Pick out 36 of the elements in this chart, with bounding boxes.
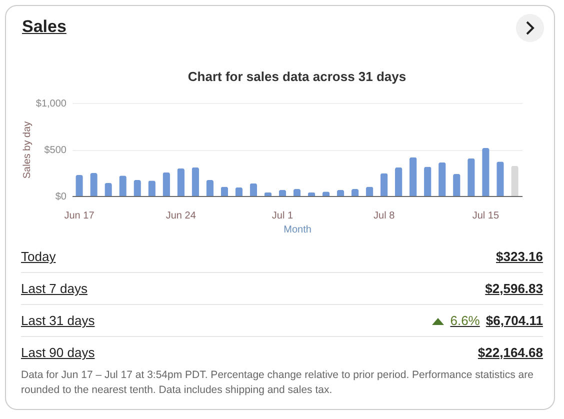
bar bbox=[410, 157, 417, 196]
text: Last 7 days bbox=[21, 281, 88, 296]
y-tick-label: $1,000 bbox=[36, 98, 67, 110]
text: Data for Jun 17 – Jul 17 at 3:54pm PDT. Percentage change relative to prior period. Performance statistics are rounded to the nearest tenth. Data includes shipping and sales tax. bbox=[21, 368, 534, 398]
bar bbox=[394, 167, 402, 196]
bar bbox=[192, 167, 200, 196]
x-tick-label: Jul 8 bbox=[374, 210, 396, 222]
y-axis-title: Sales by day bbox=[22, 121, 33, 179]
bar bbox=[250, 183, 258, 196]
x-tick-label: Jun 24 bbox=[166, 210, 196, 222]
bar bbox=[235, 187, 243, 196]
bar bbox=[293, 189, 301, 196]
text: $6,704.11 bbox=[486, 313, 543, 328]
text: 6.6% bbox=[450, 313, 480, 328]
text: Last 90 days bbox=[21, 345, 95, 360]
y-tick-label: $500 bbox=[44, 145, 67, 156]
text: Last 31 days bbox=[21, 313, 95, 328]
text: $323.16 bbox=[496, 249, 543, 264]
text: $2,596.83 bbox=[485, 281, 543, 296]
bar bbox=[206, 180, 214, 196]
text: $22,164.68 bbox=[478, 345, 543, 360]
y-tick-label: $0 bbox=[55, 192, 67, 202]
bar bbox=[380, 173, 388, 196]
bar bbox=[351, 189, 359, 196]
bar bbox=[220, 186, 228, 196]
bar bbox=[177, 168, 184, 196]
x-tick-label: Jul 15 bbox=[472, 210, 500, 222]
bar bbox=[336, 190, 344, 196]
bar bbox=[278, 190, 286, 196]
x-tick-label: Jul 1 bbox=[272, 210, 294, 222]
chart-title: Sales bbox=[22, 17, 66, 37]
bar bbox=[366, 186, 374, 196]
x-axis-title: Month bbox=[284, 224, 312, 236]
text: Today bbox=[21, 249, 56, 264]
x-tick-label: Jun 17 bbox=[64, 210, 95, 222]
chart-subtitle: Chart for sales data across 31 days bbox=[188, 69, 406, 84]
